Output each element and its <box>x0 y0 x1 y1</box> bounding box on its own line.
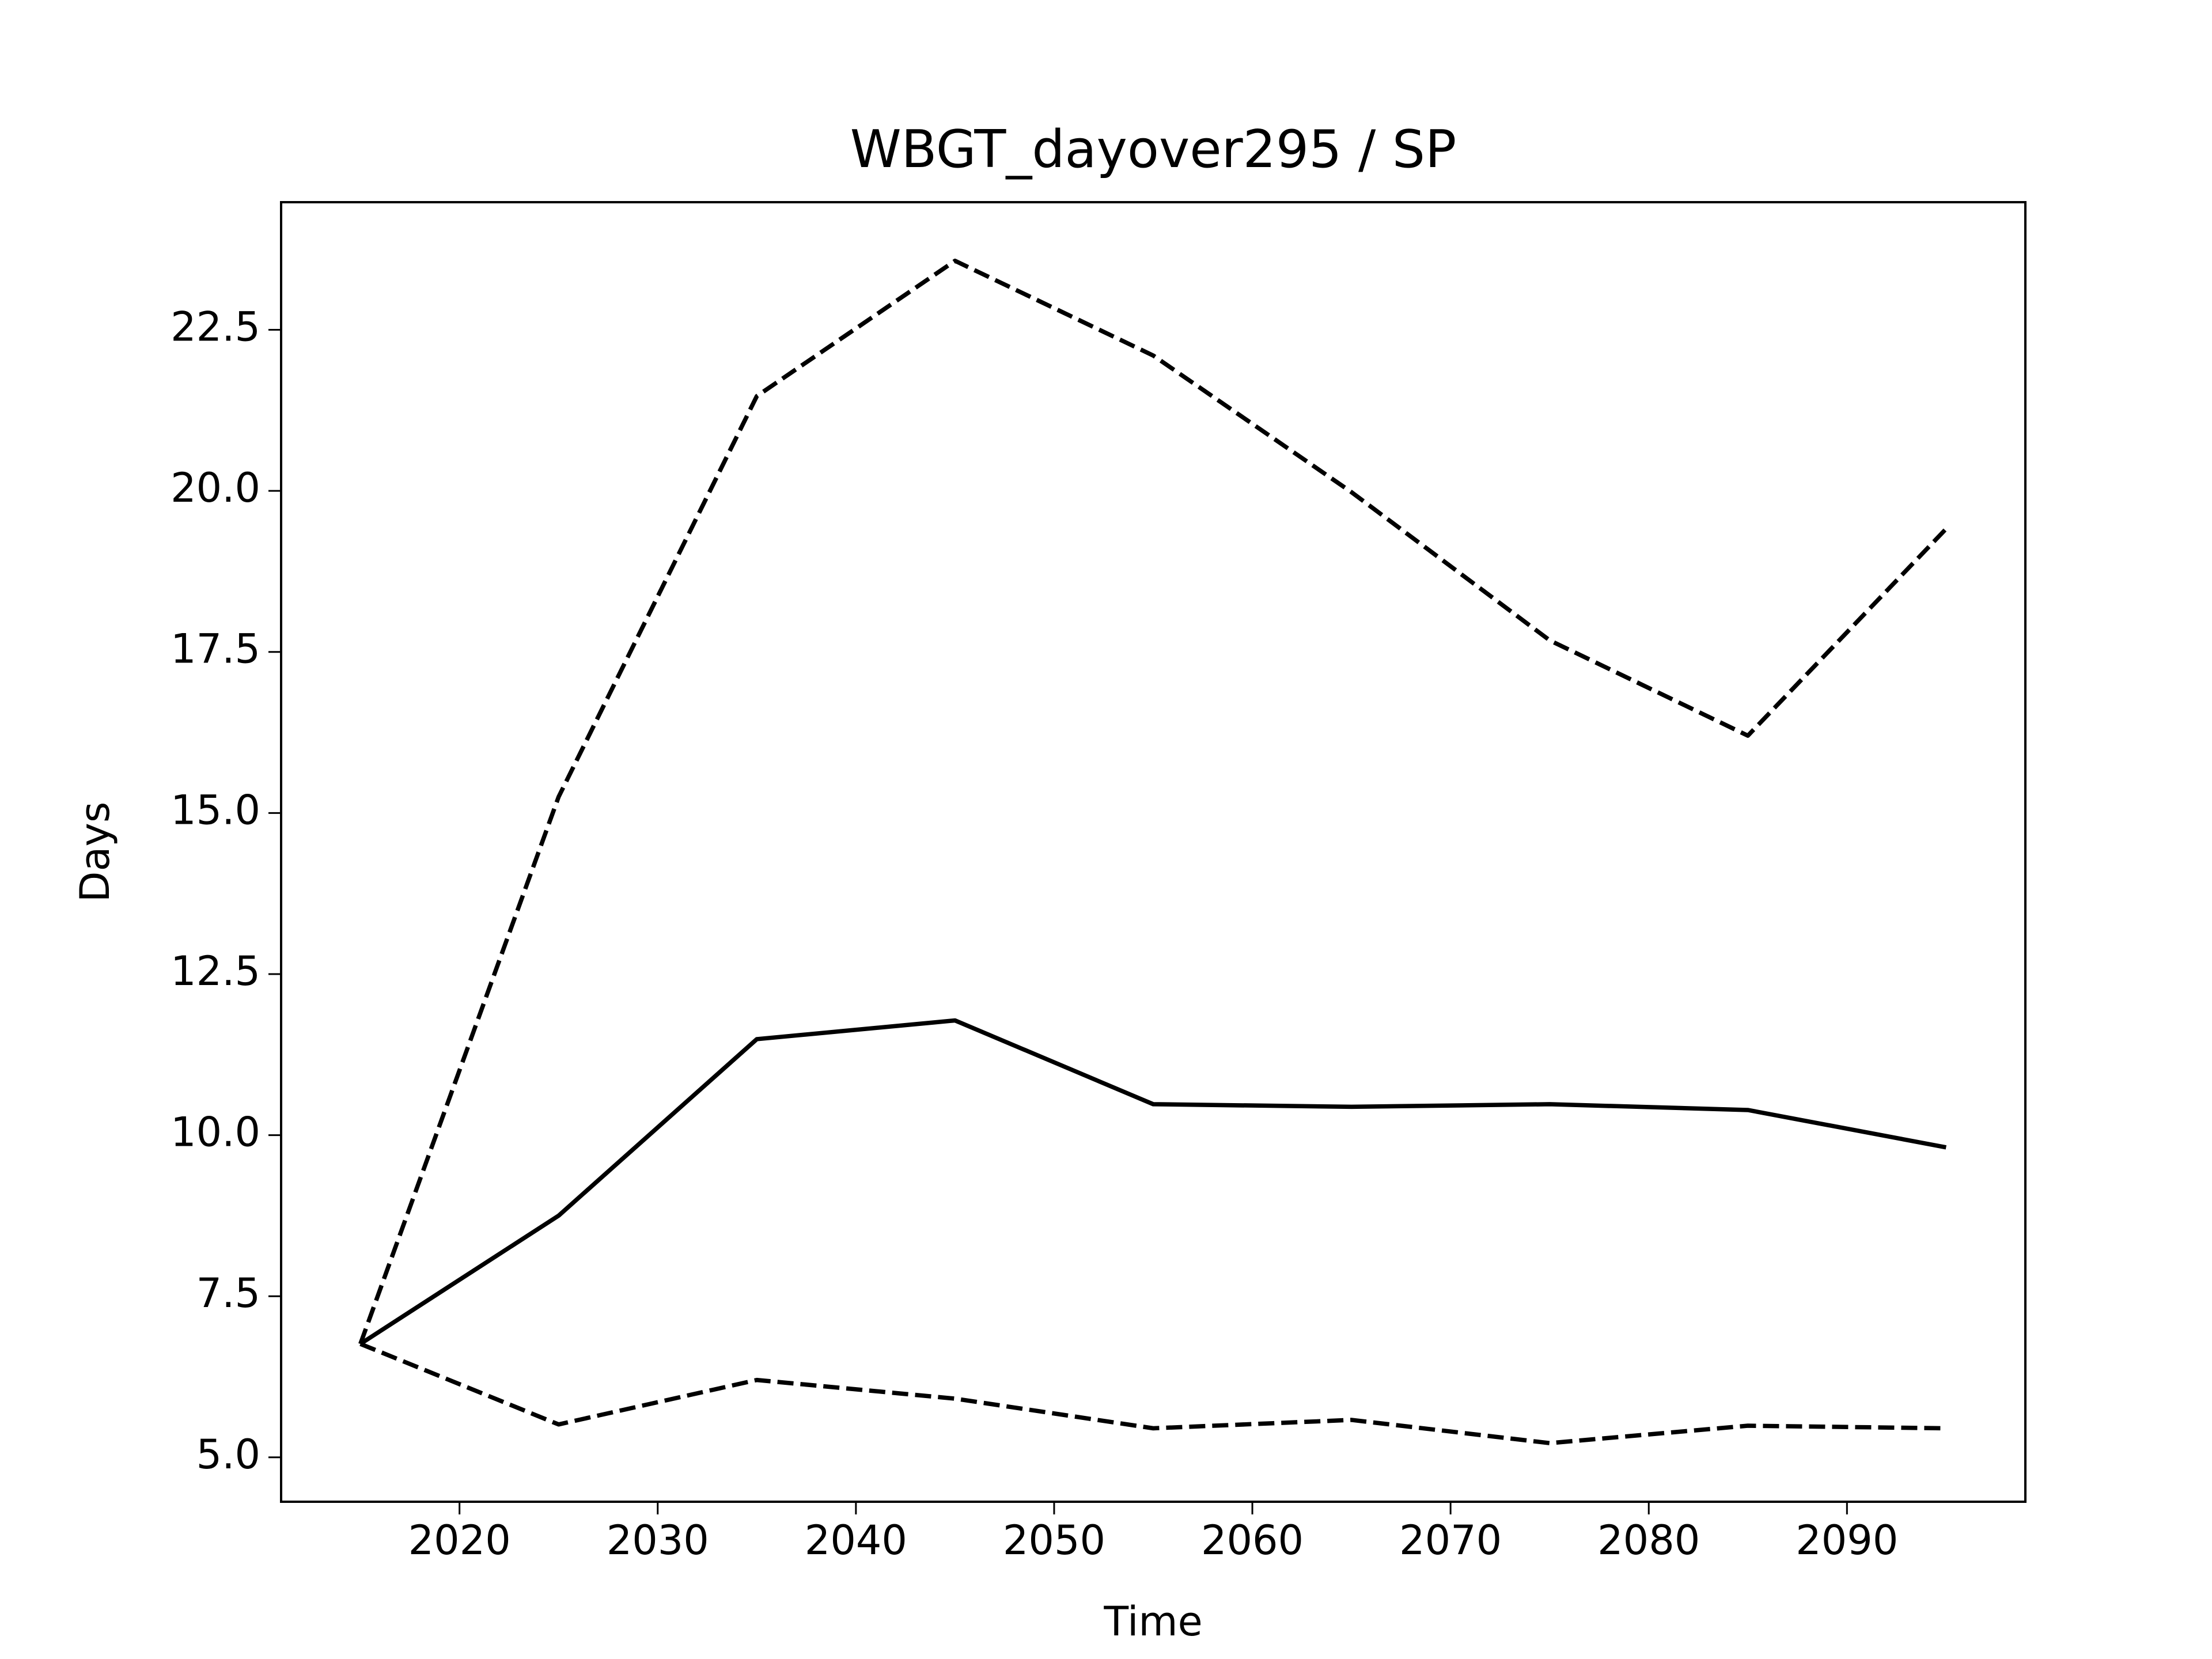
y-axis-label: Days <box>71 802 119 903</box>
x-tick-label: 2030 <box>607 1517 709 1564</box>
x-tick-label: 2060 <box>1201 1517 1304 1564</box>
chart-title: WBGT_dayover295 / SP <box>850 119 1457 180</box>
plot-frame <box>280 201 2027 1503</box>
y-tick-label: 15.0 <box>171 786 260 834</box>
y-tick-label: 5.0 <box>196 1431 260 1478</box>
x-tick-label: 2020 <box>408 1517 511 1564</box>
y-tick-label: 7.5 <box>196 1270 260 1317</box>
x-tick-label: 2050 <box>1003 1517 1105 1564</box>
x-tick-label: 2090 <box>1796 1517 1898 1564</box>
x-tick-label: 2040 <box>805 1517 907 1564</box>
y-tick-label: 10.0 <box>171 1109 260 1156</box>
y-tick-label: 17.5 <box>171 626 260 673</box>
line-series <box>359 1018 1947 1346</box>
x-tick-label: 2080 <box>1597 1517 1700 1564</box>
x-axis-label: Time <box>1103 1598 1202 1645</box>
y-tick-label: 12.5 <box>171 948 260 995</box>
line-series <box>358 259 1948 1345</box>
line-series <box>359 1342 1946 1445</box>
y-tick-label: 20.0 <box>171 464 260 512</box>
x-tick-label: 2070 <box>1399 1517 1502 1564</box>
y-tick-label: 22.5 <box>171 303 260 350</box>
